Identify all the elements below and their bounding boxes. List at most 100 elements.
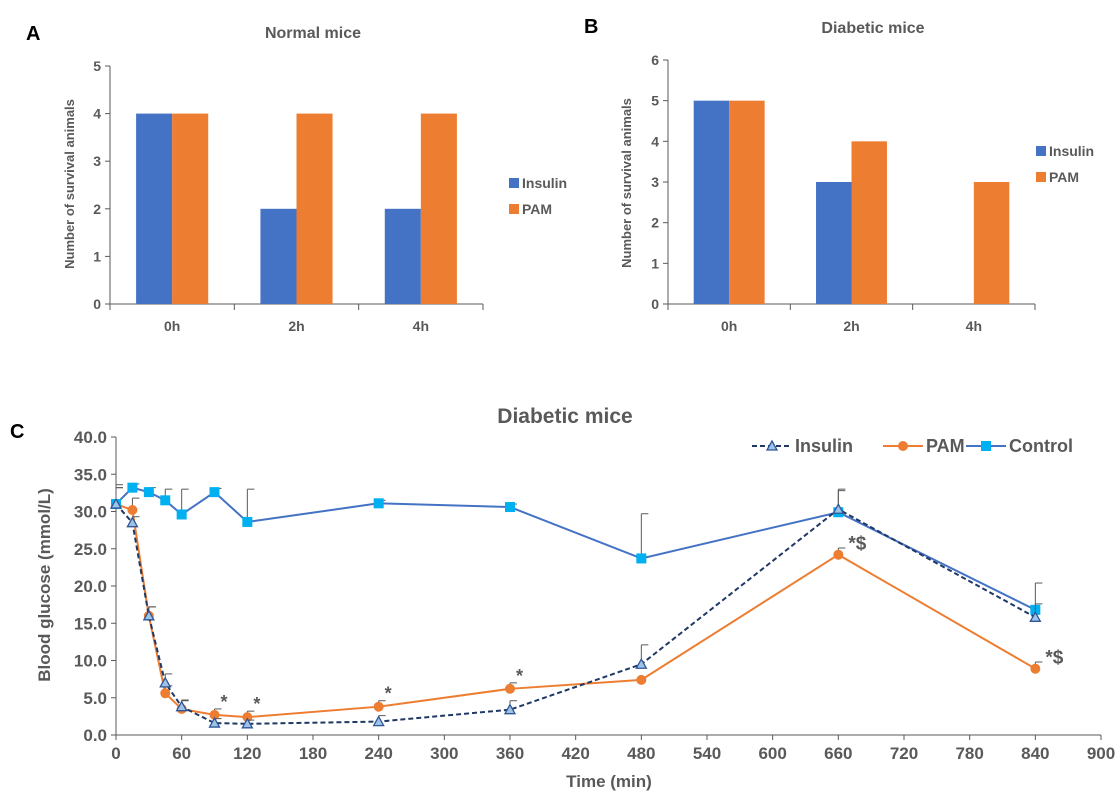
legend-label-pam: PAM xyxy=(1049,169,1079,185)
x-tick-label: 0h xyxy=(164,318,180,334)
bar-pam-4h xyxy=(420,113,457,304)
panel-b-bar-chart: Diabetic mice Number of survival animals… xyxy=(619,20,1094,334)
x-tick-label: 4h xyxy=(413,318,429,334)
data-point-insulin xyxy=(175,700,188,712)
significance-annotation: * xyxy=(253,694,260,714)
x-tick-label: 780 xyxy=(955,744,983,763)
x-tick-label: 0h xyxy=(721,318,737,334)
data-point-control xyxy=(636,553,647,564)
significance-annotation: * xyxy=(516,666,523,686)
data-point-pam xyxy=(373,701,384,712)
x-tick-label: 240 xyxy=(364,744,392,763)
legend-label-insulin: Insulin xyxy=(1049,143,1094,159)
data-point-control xyxy=(143,487,154,498)
significance-annotation: *$ xyxy=(1045,648,1063,669)
y-tick-label: 4 xyxy=(651,133,659,149)
panel-c-xlabel: Time (min) xyxy=(566,772,652,791)
x-tick-label: 840 xyxy=(1021,744,1049,763)
x-tick-label: 60 xyxy=(172,744,191,763)
data-point-pam xyxy=(1030,663,1041,674)
bar-pam-2h xyxy=(851,141,887,304)
bar-insulin-0h xyxy=(136,113,173,304)
data-point-insulin xyxy=(208,716,221,728)
bar-pam-2h xyxy=(296,113,333,304)
y-tick-label: 0 xyxy=(651,296,659,312)
data-point-pam xyxy=(160,688,171,699)
panel-a-title: Normal mice xyxy=(265,25,361,42)
legend-label-control: Control xyxy=(1009,436,1073,456)
data-point-insulin xyxy=(372,715,385,727)
y-tick-label: 3 xyxy=(93,153,101,169)
significance-annotation: * xyxy=(385,684,392,704)
series-line-insulin xyxy=(115,503,1036,725)
series-line-pam xyxy=(115,503,1036,719)
y-tick-label: 0.0 xyxy=(83,726,107,745)
data-point-pam xyxy=(833,549,844,560)
x-tick-label: 180 xyxy=(299,744,327,763)
legend-label-insulin: Insulin xyxy=(522,175,567,191)
bar-pam-0h xyxy=(172,113,209,304)
data-point-insulin xyxy=(109,497,123,509)
legend-label-pam: PAM xyxy=(926,436,965,456)
data-point-insulin xyxy=(142,609,155,621)
x-tick-label: 300 xyxy=(430,744,458,763)
y-tick-label: 40.0 xyxy=(74,428,107,447)
y-tick-label: 1 xyxy=(651,255,659,271)
legend-swatch-pam xyxy=(509,204,519,214)
legend-marker-control xyxy=(981,441,991,451)
y-tick-label: 15.0 xyxy=(74,614,107,633)
y-tick-label: 6 xyxy=(651,52,659,68)
panel-a-bar-chart: Normal mice Number of survival animals 0… xyxy=(62,25,567,334)
y-tick-label: 25.0 xyxy=(74,540,107,559)
bar-pam-4h xyxy=(973,182,1010,304)
panel-c-ylabel: Blood glucose (mmol/L) xyxy=(35,488,54,682)
panel-a-ylabel: Number of survival animals xyxy=(62,99,77,269)
bar-insulin-4h xyxy=(384,208,421,304)
x-tick-label: 4h xyxy=(966,318,982,334)
x-tick-label: 2h xyxy=(288,318,304,334)
y-tick-label: 35.0 xyxy=(74,465,107,484)
panel-letter-b: B xyxy=(584,16,598,38)
bar-pam-0h xyxy=(729,100,765,305)
x-tick-label: 120 xyxy=(233,744,261,763)
y-tick-label: 2 xyxy=(651,215,659,231)
y-tick-label: 2 xyxy=(93,201,101,217)
data-point-pam xyxy=(636,674,647,685)
x-tick-label: 540 xyxy=(693,744,721,763)
data-point-pam xyxy=(127,505,138,516)
data-point-insulin xyxy=(1029,610,1042,622)
x-tick-label: 720 xyxy=(890,744,918,763)
y-tick-label: 1 xyxy=(93,248,101,264)
y-tick-label: 20.0 xyxy=(74,577,107,596)
y-tick-label: 5.0 xyxy=(83,689,107,708)
data-point-control xyxy=(242,516,253,527)
data-point-control xyxy=(505,502,515,513)
panel-b-ylabel: Number of survival animals xyxy=(619,98,634,268)
series-line-control xyxy=(115,486,1036,611)
legend-swatch-insulin xyxy=(509,178,519,188)
data-point-insulin xyxy=(126,516,139,528)
legend-label-insulin: Insulin xyxy=(795,436,853,456)
panel-c-line-chart: Diabetic mice Blood glucose (mmol/L) Tim… xyxy=(35,405,1115,791)
x-tick-label: 0 xyxy=(111,744,120,763)
legend-swatch-insulin xyxy=(1036,146,1046,156)
x-tick-label: 600 xyxy=(758,744,786,763)
significance-annotation: * xyxy=(221,692,228,712)
y-tick-label: 10.0 xyxy=(74,652,107,671)
bar-insulin-2h xyxy=(816,182,852,304)
data-point-insulin xyxy=(503,703,517,715)
x-tick-label: 480 xyxy=(627,744,655,763)
legend-label-pam: PAM xyxy=(522,201,552,217)
data-point-control xyxy=(176,509,187,520)
bar-insulin-0h xyxy=(693,100,730,305)
legend-marker-pam xyxy=(898,441,908,451)
x-tick-label: 2h xyxy=(843,318,859,334)
panel-c-title: Diabetic mice xyxy=(497,405,632,428)
y-tick-label: 0 xyxy=(93,296,101,312)
x-tick-label: 660 xyxy=(824,744,852,763)
legend-marker-insulin xyxy=(765,439,779,451)
data-point-insulin xyxy=(832,502,845,514)
y-tick-label: 3 xyxy=(651,174,659,190)
data-point-control xyxy=(160,495,171,506)
